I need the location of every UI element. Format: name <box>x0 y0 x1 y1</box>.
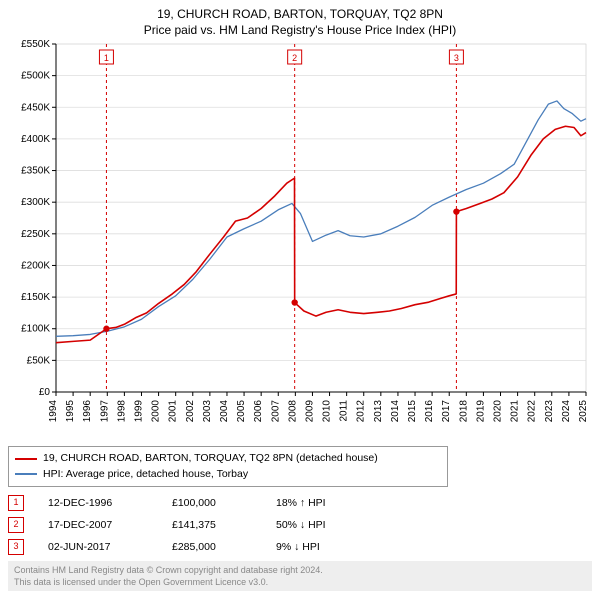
svg-text:£450K: £450K <box>21 103 50 114</box>
svg-text:2008: 2008 <box>287 400 298 423</box>
event-marker: 3 <box>8 539 24 555</box>
svg-text:2020: 2020 <box>493 400 504 423</box>
svg-text:2015: 2015 <box>407 400 418 423</box>
svg-text:2013: 2013 <box>373 400 384 423</box>
event-price: £100,000 <box>172 497 252 509</box>
svg-text:1994: 1994 <box>48 400 59 423</box>
svg-text:1: 1 <box>104 53 109 63</box>
event-date: 17-DEC-2007 <box>48 519 148 531</box>
svg-text:£350K: £350K <box>21 166 50 177</box>
svg-text:3: 3 <box>454 53 459 63</box>
legend-label: HPI: Average price, detached house, Torb… <box>43 467 248 482</box>
svg-text:2019: 2019 <box>475 400 486 423</box>
svg-text:£500K: £500K <box>21 71 50 82</box>
chart-title: 19, CHURCH ROAD, BARTON, TORQUAY, TQ2 8P… <box>8 6 592 38</box>
legend-item: HPI: Average price, detached house, Torb… <box>15 467 441 482</box>
svg-text:£200K: £200K <box>21 261 50 272</box>
legend: 19, CHURCH ROAD, BARTON, TORQUAY, TQ2 8P… <box>8 446 448 486</box>
event-delta: 9% ↓ HPI <box>276 541 366 553</box>
svg-text:£250K: £250K <box>21 229 50 240</box>
svg-text:2: 2 <box>292 53 297 63</box>
event-row: 3 02-JUN-2017 £285,000 9% ↓ HPI <box>8 539 592 555</box>
event-row: 2 17-DEC-2007 £141,375 50% ↓ HPI <box>8 517 592 533</box>
svg-text:2001: 2001 <box>168 400 179 423</box>
svg-text:2018: 2018 <box>458 400 469 423</box>
legend-item: 19, CHURCH ROAD, BARTON, TORQUAY, TQ2 8P… <box>15 451 441 466</box>
svg-text:2025: 2025 <box>578 400 589 423</box>
copyright-line2: This data is licensed under the Open Gov… <box>14 576 586 588</box>
legend-swatch <box>15 473 37 475</box>
svg-text:£400K: £400K <box>21 134 50 145</box>
svg-text:2009: 2009 <box>304 400 315 423</box>
chart-svg: £0 £50K £100K £150K £200K £250K £300K £350K £400… <box>8 40 592 440</box>
chart: £0 £50K £100K £150K £200K £250K £300K £350K £400… <box>8 40 592 440</box>
svg-text:£150K: £150K <box>21 292 50 303</box>
svg-text:2021: 2021 <box>510 400 521 423</box>
event-marker: 1 <box>8 495 24 511</box>
svg-text:2016: 2016 <box>424 400 435 423</box>
svg-text:2024: 2024 <box>561 400 572 423</box>
svg-text:2005: 2005 <box>236 400 247 423</box>
svg-text:1998: 1998 <box>116 400 127 423</box>
svg-text:1997: 1997 <box>99 400 110 423</box>
svg-text:2011: 2011 <box>339 400 350 422</box>
title-line2: Price paid vs. HM Land Registry's House … <box>8 22 592 38</box>
svg-text:2014: 2014 <box>390 400 401 423</box>
svg-text:2012: 2012 <box>356 400 367 423</box>
chart-container: 19, CHURCH ROAD, BARTON, TORQUAY, TQ2 8P… <box>0 0 600 590</box>
event-table: 1 12-DEC-1996 £100,000 18% ↑ HPI 2 17-DEC-200… <box>8 495 592 555</box>
svg-text:£0: £0 <box>39 387 51 398</box>
svg-text:£100K: £100K <box>21 324 50 335</box>
svg-text:2023: 2023 <box>544 400 555 423</box>
svg-text:2002: 2002 <box>185 400 196 423</box>
svg-text:£300K: £300K <box>21 198 50 209</box>
event-date: 12-DEC-1996 <box>48 497 148 509</box>
event-delta: 18% ↑ HPI <box>276 497 366 509</box>
svg-text:2022: 2022 <box>527 400 538 423</box>
svg-text:2017: 2017 <box>441 400 452 423</box>
event-price: £285,000 <box>172 541 252 553</box>
copyright-line1: Contains HM Land Registry data © Crown c… <box>14 564 586 576</box>
svg-text:2003: 2003 <box>202 400 213 423</box>
copyright: Contains HM Land Registry data © Crown c… <box>8 561 592 591</box>
svg-text:2004: 2004 <box>219 400 230 423</box>
event-price: £141,375 <box>172 519 252 531</box>
svg-text:1996: 1996 <box>82 400 93 423</box>
event-marker: 2 <box>8 517 24 533</box>
legend-swatch <box>15 458 37 460</box>
svg-text:1999: 1999 <box>133 400 144 423</box>
svg-text:2006: 2006 <box>253 400 264 423</box>
event-row: 1 12-DEC-1996 £100,000 18% ↑ HPI <box>8 495 592 511</box>
legend-label: 19, CHURCH ROAD, BARTON, TORQUAY, TQ2 8P… <box>43 451 378 466</box>
event-delta: 50% ↓ HPI <box>276 519 366 531</box>
title-line1: 19, CHURCH ROAD, BARTON, TORQUAY, TQ2 8P… <box>8 6 592 22</box>
event-date: 02-JUN-2017 <box>48 541 148 553</box>
svg-text:£50K: £50K <box>27 356 51 367</box>
svg-text:2000: 2000 <box>151 400 162 423</box>
svg-text:1995: 1995 <box>65 400 76 423</box>
svg-text:£550K: £550K <box>21 40 50 50</box>
svg-text:2007: 2007 <box>270 400 281 423</box>
svg-text:2010: 2010 <box>322 400 333 423</box>
